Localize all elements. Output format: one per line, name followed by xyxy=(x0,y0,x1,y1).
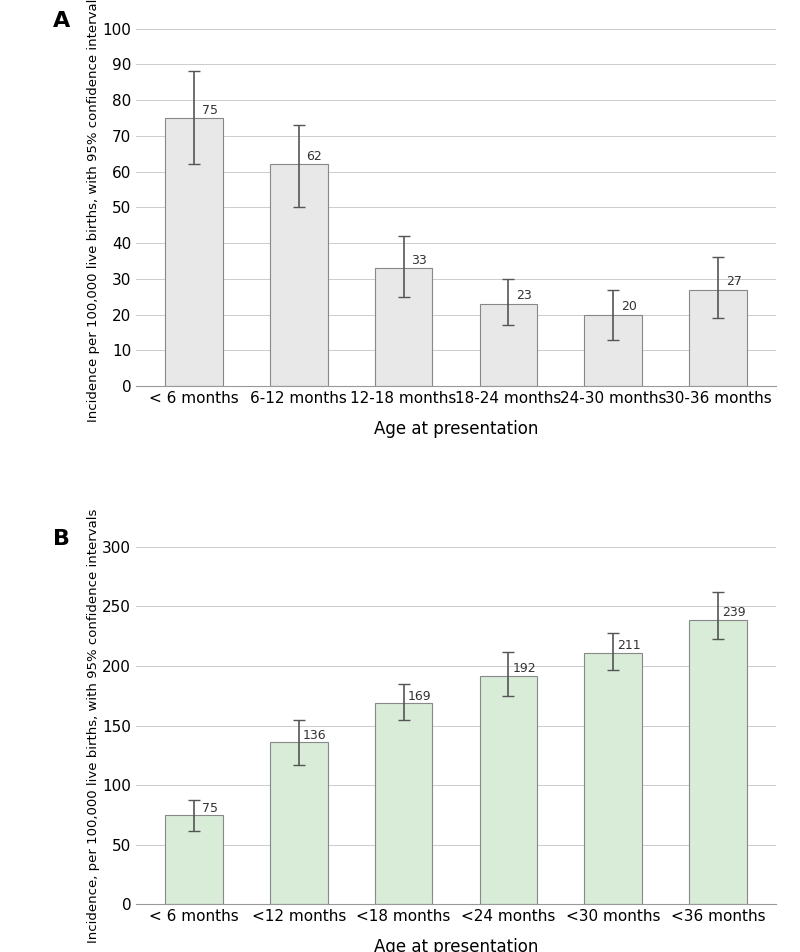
Bar xyxy=(690,289,747,387)
Bar xyxy=(270,743,327,904)
Text: 75: 75 xyxy=(202,104,218,116)
Text: B: B xyxy=(53,529,70,549)
Text: 211: 211 xyxy=(617,640,641,652)
Bar xyxy=(374,268,433,387)
X-axis label: Age at presentation: Age at presentation xyxy=(374,938,538,952)
Y-axis label: Incidence per 100,000 live births, with 95% confidence intervals: Incidence per 100,000 live births, with … xyxy=(87,0,101,423)
X-axis label: Age at presentation: Age at presentation xyxy=(374,420,538,438)
Bar xyxy=(479,304,538,387)
Bar xyxy=(165,118,222,387)
Text: A: A xyxy=(53,10,70,30)
Bar xyxy=(374,703,433,904)
Text: 75: 75 xyxy=(202,802,218,815)
Text: 27: 27 xyxy=(726,275,742,288)
Text: 169: 169 xyxy=(407,689,431,703)
Text: 20: 20 xyxy=(621,300,637,313)
Bar xyxy=(690,620,747,904)
Bar xyxy=(585,314,642,387)
Text: 239: 239 xyxy=(722,606,746,619)
Bar xyxy=(165,815,222,904)
Bar xyxy=(270,165,327,387)
Text: 192: 192 xyxy=(512,663,536,675)
Text: 23: 23 xyxy=(516,289,532,303)
Text: 136: 136 xyxy=(302,729,326,742)
Bar xyxy=(585,653,642,904)
Text: 33: 33 xyxy=(411,253,427,267)
Y-axis label: Incidence, per 100,000 live births, with 95% confidence intervals: Incidence, per 100,000 live births, with… xyxy=(87,508,100,942)
Text: 62: 62 xyxy=(306,150,322,163)
Bar xyxy=(479,676,538,904)
